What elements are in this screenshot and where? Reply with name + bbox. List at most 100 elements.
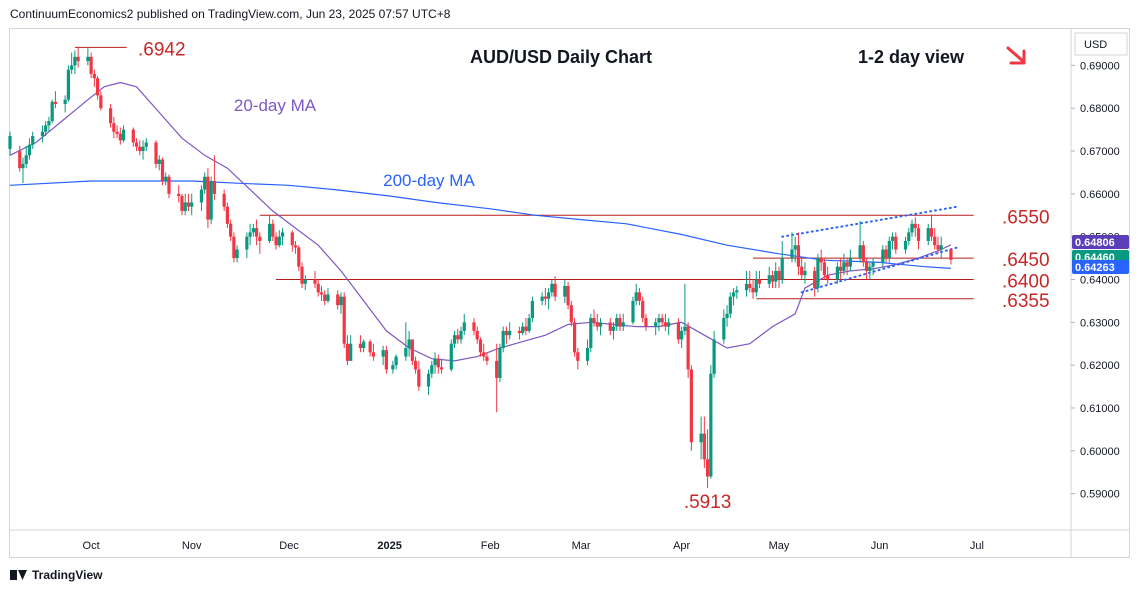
candle-body [813,270,817,289]
candle-body [916,228,921,241]
candle-body [206,176,210,220]
candle-body [913,223,917,229]
candle-body [316,283,320,293]
candle-body [66,69,71,100]
candle-body [615,318,619,327]
candle-body [654,322,658,327]
candle-body [871,262,875,267]
candle-body [131,129,135,143]
candle-body [112,123,116,132]
candle-body [199,189,204,203]
candle-body [939,245,943,250]
y-tick-label: 0.59000 [1080,489,1120,501]
candle-body [89,56,93,74]
publisher-line: ContinuumEconomics2 published on Trading… [10,7,451,21]
candle-body [121,129,126,141]
candle-body [404,348,408,357]
candle-body [430,365,434,374]
level-label: .6450 [1002,250,1050,271]
candle-body [845,262,849,267]
candle-body [572,322,577,353]
candle-body [99,95,103,109]
candle-body [319,292,324,295]
candle-body [297,247,301,267]
candle-body [495,360,499,378]
candle-body [290,232,294,246]
candle-body [76,56,80,62]
candle-body [73,56,77,66]
candle-body [929,228,934,237]
candle-body [478,339,483,353]
candle-body [160,159,165,182]
view-label: 1-2 day view [858,47,965,67]
candle-body [70,65,74,70]
candle-body [40,131,45,137]
candle-body [631,300,635,323]
candle-body [826,275,830,280]
candle-body [115,131,119,134]
candle-body [634,292,638,301]
candle-body [368,341,372,353]
candle-body [839,266,843,271]
price-badge-label: 0.64263 [1075,262,1115,274]
candle-body [611,326,616,331]
price-badge-label: 0.64806 [1075,237,1115,249]
candle-body [637,292,642,301]
level-label: .6400 [1002,272,1050,293]
candle-body [134,142,139,147]
y-tick-label: 0.61000 [1080,403,1120,415]
ma20-line [9,81,952,362]
x-tick-label: Feb [481,540,500,552]
candle-body [550,283,554,293]
x-tick-label: Dec [279,540,299,552]
candle-body [547,292,551,299]
candle-body [644,318,648,327]
arrow-down-right-icon [1006,46,1026,65]
candle-body [686,326,690,370]
candle-body [449,343,453,370]
candle-body [21,163,25,169]
candle-body [881,249,885,263]
candle-body [222,193,226,207]
candle-body [667,322,671,327]
candle-body [754,279,758,293]
candle-body [339,296,343,306]
candle-body [725,313,729,319]
tradingview-logo[interactable]: TradingView [10,568,102,582]
candle-body [689,369,693,443]
x-tick-label: Mar [572,540,591,552]
candle-body [225,206,229,224]
candle-body [326,294,330,301]
candle-body [770,275,775,282]
candle-body [167,176,171,194]
candle-body [293,245,298,248]
candle-body [894,236,898,250]
x-tick-label: May [769,540,790,552]
candle-body [530,300,534,319]
candle-body [553,283,557,297]
candle-body [475,330,479,340]
candle-body [186,202,191,207]
candle-body [501,330,505,349]
candle-body [277,236,281,246]
candle-body [722,318,726,340]
y-tick-label: 0.68000 [1080,103,1120,115]
candle-body [595,322,599,327]
x-tick-label: Nov [182,540,202,552]
candle-body [793,245,797,250]
candle-body [459,330,463,340]
candle-body [858,245,862,259]
candle-body [589,318,593,349]
candle-body [303,279,307,284]
candle-body [621,322,625,327]
candle-body [190,202,194,207]
candle-body [209,181,213,220]
candle-body [848,258,852,267]
candle-body [96,78,100,96]
candle-body [300,266,304,284]
currency-box [1074,32,1128,56]
candle-body [180,196,184,211]
tradingview-logo-text: TradingView [32,568,103,582]
candle-body [433,358,437,366]
